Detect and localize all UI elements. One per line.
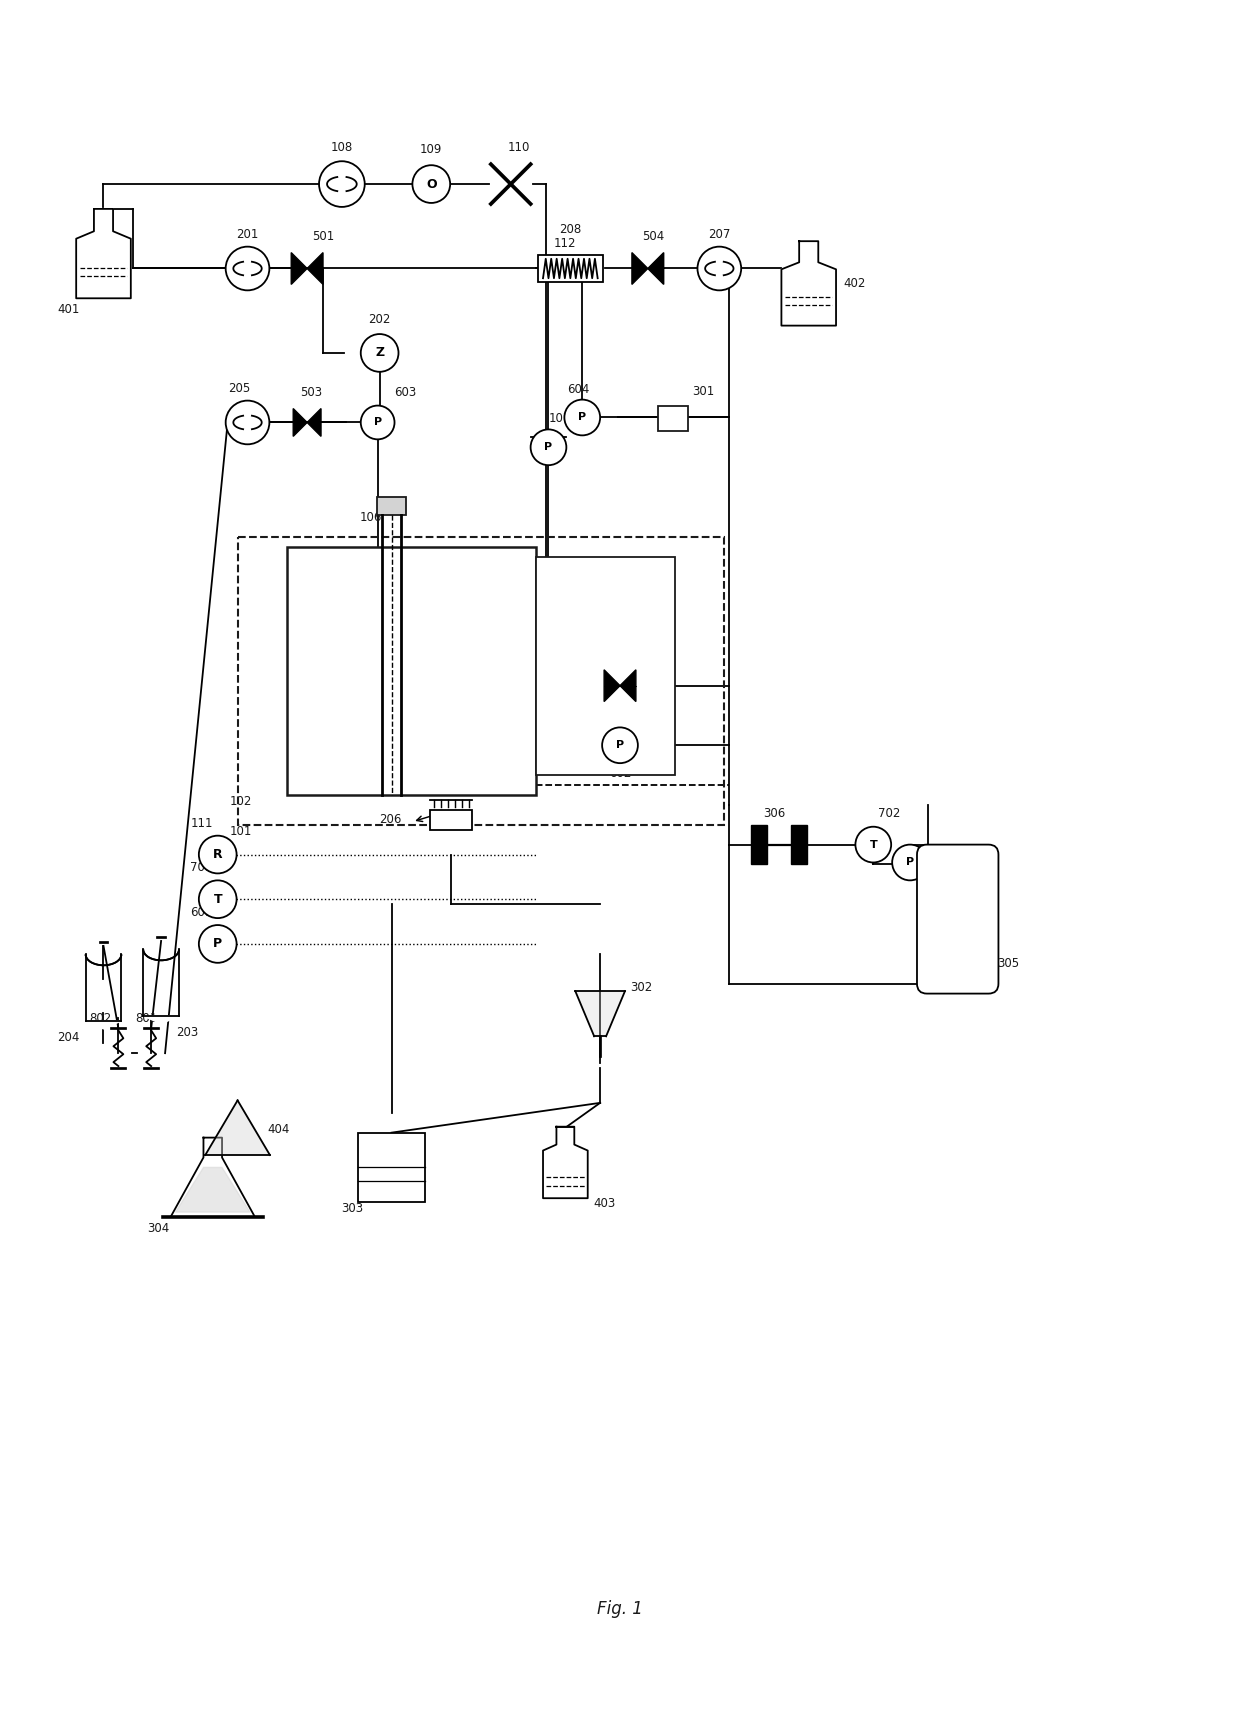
Circle shape <box>361 333 398 371</box>
Text: P: P <box>213 937 222 951</box>
Text: 802: 802 <box>89 1012 112 1025</box>
Text: 112: 112 <box>553 237 575 251</box>
Text: 304: 304 <box>148 1222 169 1234</box>
Circle shape <box>697 246 742 291</box>
Polygon shape <box>751 825 768 865</box>
Circle shape <box>198 880 237 918</box>
Bar <box>538 254 603 282</box>
Text: 104: 104 <box>351 576 373 590</box>
Text: 605: 605 <box>932 853 954 866</box>
Text: 208: 208 <box>559 223 582 236</box>
Text: 207: 207 <box>708 227 730 241</box>
Bar <box>377 497 407 514</box>
Bar <box>238 536 724 825</box>
Polygon shape <box>171 1138 255 1217</box>
Text: 202: 202 <box>368 313 391 327</box>
Bar <box>430 810 472 830</box>
Polygon shape <box>293 409 308 437</box>
Text: 401: 401 <box>57 303 79 316</box>
Text: 107: 107 <box>548 413 570 425</box>
Text: 601: 601 <box>191 906 213 920</box>
Polygon shape <box>620 670 636 701</box>
Text: 504: 504 <box>641 230 663 242</box>
Text: 206: 206 <box>379 813 402 827</box>
Text: R: R <box>213 847 222 861</box>
Text: P: P <box>906 858 914 868</box>
Circle shape <box>226 246 269 291</box>
Text: 109: 109 <box>420 143 443 156</box>
Text: 503: 503 <box>300 385 322 399</box>
Circle shape <box>856 827 892 863</box>
Polygon shape <box>291 253 308 284</box>
Circle shape <box>564 399 600 435</box>
FancyBboxPatch shape <box>918 844 998 994</box>
Circle shape <box>413 165 450 203</box>
Text: 106: 106 <box>360 511 382 524</box>
Text: 602: 602 <box>609 767 631 780</box>
Text: 201: 201 <box>237 227 259 241</box>
Text: T: T <box>213 892 222 906</box>
Text: 303: 303 <box>341 1202 363 1215</box>
Polygon shape <box>604 670 620 701</box>
Polygon shape <box>86 1021 122 1030</box>
Text: 204: 204 <box>57 1031 79 1045</box>
Text: 301: 301 <box>692 385 714 397</box>
Text: 402: 402 <box>843 277 866 291</box>
Text: 604: 604 <box>567 383 589 395</box>
Text: 102: 102 <box>231 794 253 808</box>
Text: 101: 101 <box>231 825 253 837</box>
Text: 105: 105 <box>420 576 443 590</box>
Polygon shape <box>308 409 321 437</box>
Circle shape <box>198 835 237 873</box>
Polygon shape <box>632 253 647 284</box>
Polygon shape <box>76 210 130 299</box>
Text: 501: 501 <box>312 230 335 242</box>
Bar <box>358 1133 425 1202</box>
Text: P: P <box>544 442 553 452</box>
Text: 801: 801 <box>135 1012 157 1025</box>
Polygon shape <box>144 1016 179 1025</box>
Text: 205: 205 <box>228 382 250 395</box>
Text: 502: 502 <box>642 664 665 676</box>
Text: 702: 702 <box>878 806 900 820</box>
Circle shape <box>531 430 567 466</box>
Text: 306: 306 <box>763 806 785 820</box>
Text: Z: Z <box>374 347 384 359</box>
Circle shape <box>198 925 237 963</box>
Text: 603: 603 <box>394 385 417 399</box>
Text: T: T <box>869 839 877 849</box>
Text: P: P <box>616 741 624 749</box>
Text: P: P <box>373 418 382 428</box>
Polygon shape <box>176 1167 250 1212</box>
Text: 701: 701 <box>191 861 213 875</box>
Text: 302: 302 <box>630 980 652 994</box>
Text: 111: 111 <box>190 817 213 830</box>
Polygon shape <box>308 253 322 284</box>
Bar <box>288 547 536 794</box>
Polygon shape <box>791 825 807 865</box>
Polygon shape <box>206 1100 270 1155</box>
Text: P: P <box>578 413 587 423</box>
Bar <box>657 406 687 431</box>
Text: 110: 110 <box>507 141 529 155</box>
Text: O: O <box>427 177 436 191</box>
Bar <box>536 557 675 775</box>
Polygon shape <box>575 992 625 1037</box>
Circle shape <box>319 162 365 206</box>
Text: 305: 305 <box>997 957 1019 970</box>
Circle shape <box>603 727 637 763</box>
Polygon shape <box>543 1126 588 1198</box>
Circle shape <box>226 401 269 444</box>
Text: 203: 203 <box>176 1026 198 1040</box>
Text: Fig. 1: Fig. 1 <box>598 1600 642 1618</box>
Circle shape <box>892 844 928 880</box>
Text: 404: 404 <box>268 1123 290 1136</box>
Polygon shape <box>781 241 836 325</box>
Text: 403: 403 <box>593 1196 615 1210</box>
Text: 108: 108 <box>331 141 353 155</box>
Circle shape <box>361 406 394 440</box>
Polygon shape <box>647 253 663 284</box>
